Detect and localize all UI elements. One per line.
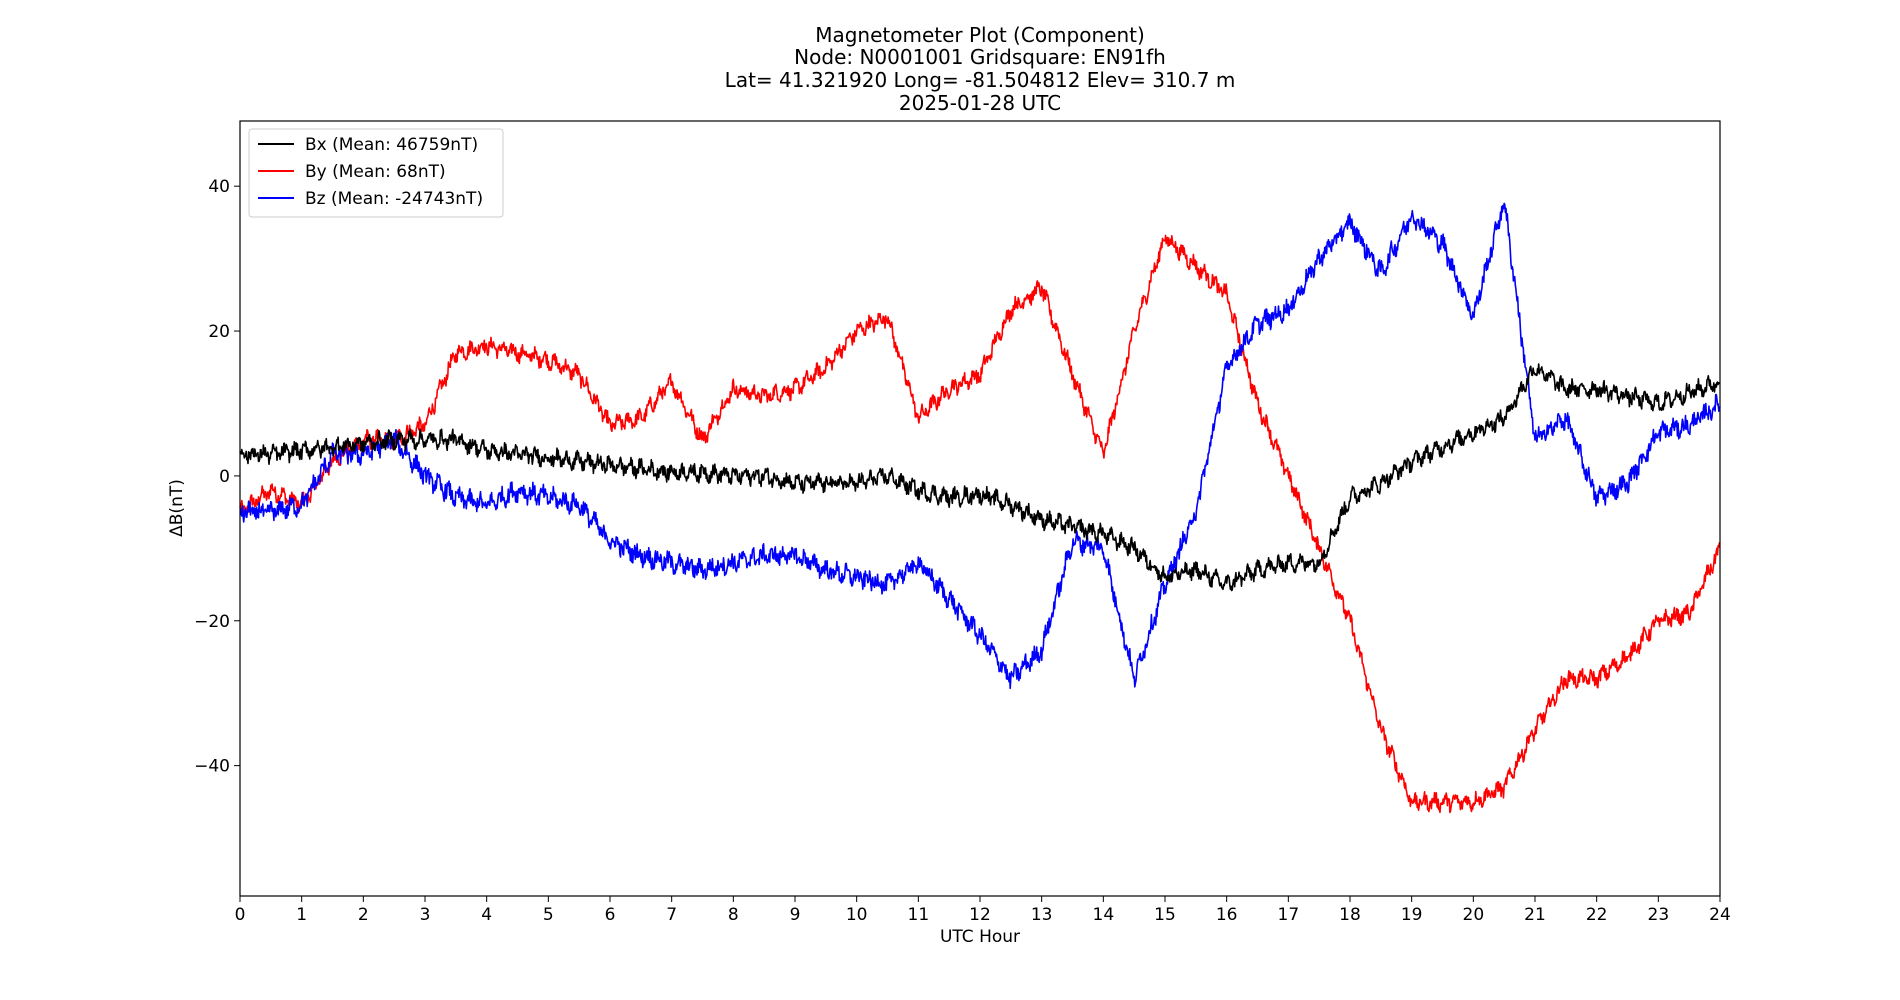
chart-title: Magnetometer Plot (Component) Node: N000… bbox=[725, 23, 1236, 115]
y-tick-label: 20 bbox=[208, 322, 230, 342]
title-line-2: Node: N0001001 Gridsquare: EN91fh bbox=[794, 45, 1166, 69]
x-tick-label: 2 bbox=[358, 905, 369, 925]
y-tick-label: 40 bbox=[208, 177, 230, 197]
y-axis-ticks: −40 −20 0 20 40 bbox=[194, 177, 240, 777]
x-tick-label: 8 bbox=[728, 905, 739, 925]
x-tick-label: 17 bbox=[1278, 905, 1300, 925]
x-tick-label: 6 bbox=[605, 905, 616, 925]
x-tick-label: 0 bbox=[235, 905, 246, 925]
y-axis-label: ΔB(nT) bbox=[167, 479, 187, 537]
legend: Bx (Mean: 46759nT) By (Mean: 68nT) Bz (Mea… bbox=[248, 128, 504, 218]
x-tick-label: 23 bbox=[1648, 905, 1670, 925]
legend-label-bx: Bx (Mean: 46759nT) bbox=[305, 135, 478, 155]
x-tick-label: 22 bbox=[1586, 905, 1608, 925]
x-tick-label: 13 bbox=[1031, 905, 1053, 925]
series-line-bz bbox=[239, 202, 1721, 690]
series-lines bbox=[239, 202, 1721, 814]
x-tick-label: 10 bbox=[846, 905, 868, 925]
x-tick-label: 20 bbox=[1463, 905, 1485, 925]
x-tick-label: 14 bbox=[1093, 905, 1115, 925]
x-tick-label: 5 bbox=[543, 905, 554, 925]
x-tick-label: 7 bbox=[666, 905, 677, 925]
x-tick-label: 1 bbox=[296, 905, 307, 925]
x-tick-label: 18 bbox=[1339, 905, 1361, 925]
x-tick-label: 16 bbox=[1216, 905, 1238, 925]
legend-label-bz: Bz (Mean: -24743nT) bbox=[305, 189, 483, 209]
x-tick-label: 3 bbox=[420, 905, 431, 925]
title-line-3: Lat= 41.321920 Long= -81.504812 Elev= 31… bbox=[725, 68, 1236, 92]
x-tick-label: 15 bbox=[1154, 905, 1176, 925]
x-tick-label: 4 bbox=[481, 905, 492, 925]
series-line-bx bbox=[239, 363, 1721, 592]
x-tick-label: 19 bbox=[1401, 905, 1423, 925]
title-line-1: Magnetometer Plot (Component) bbox=[815, 23, 1145, 47]
x-tick-label: 21 bbox=[1524, 905, 1546, 925]
legend-label-by: By (Mean: 68nT) bbox=[305, 162, 446, 182]
x-tick-label: 24 bbox=[1709, 905, 1731, 925]
plot-area-frame bbox=[239, 120, 1721, 897]
x-tick-label: 11 bbox=[908, 905, 930, 925]
x-axis-ticks: 0 1 2 3 4 5 6 7 8 9 10 11 12 13 14 15 16 17 18 19 20 21 22 23 24 bbox=[235, 896, 1731, 925]
x-tick-label: 12 bbox=[969, 905, 991, 925]
title-line-4: 2025-01-28 UTC bbox=[899, 91, 1061, 115]
y-tick-label: −20 bbox=[194, 612, 230, 632]
legend-box bbox=[248, 128, 504, 218]
series-line-by bbox=[239, 234, 1721, 814]
y-tick-label: −40 bbox=[194, 757, 230, 777]
x-axis-label: UTC Hour bbox=[940, 927, 1020, 947]
x-tick-label: 9 bbox=[790, 905, 801, 925]
y-tick-label: 0 bbox=[219, 467, 230, 487]
